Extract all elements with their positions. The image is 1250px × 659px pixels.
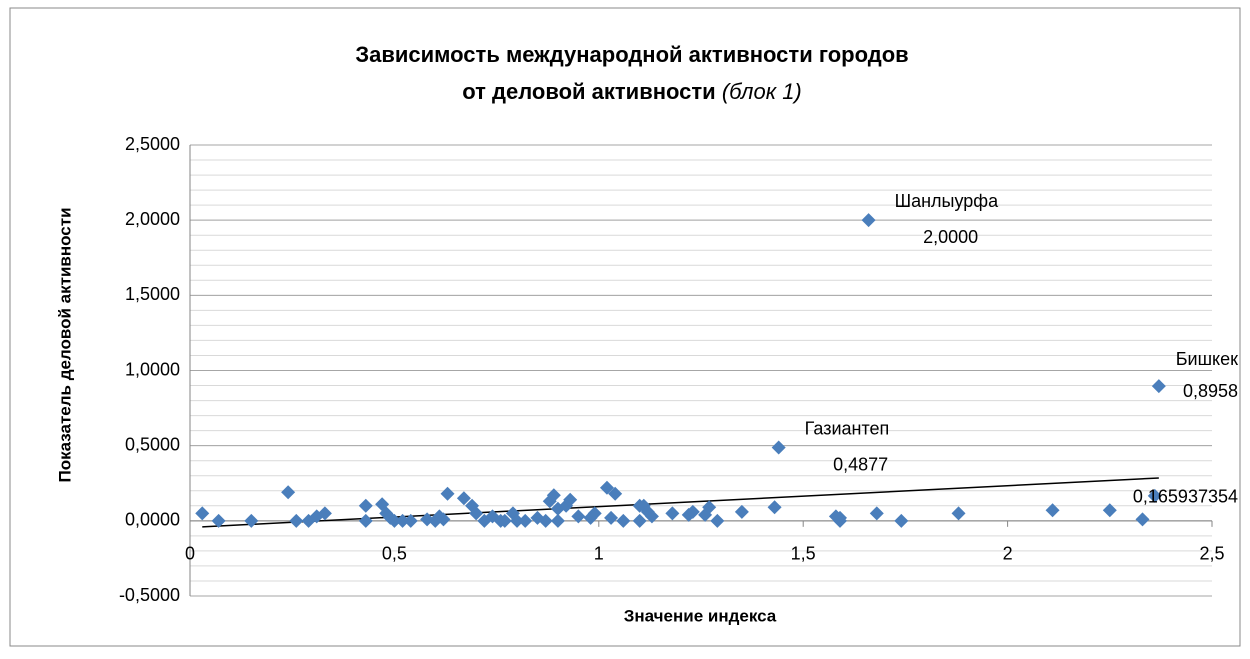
point <box>710 513 725 528</box>
point <box>563 492 578 507</box>
point <box>861 213 876 228</box>
point <box>387 513 402 528</box>
point <box>571 509 586 524</box>
point <box>497 513 512 528</box>
point <box>951 506 966 521</box>
x-tick-label: 2,5 <box>1199 544 1224 564</box>
chart-title-line2: от деловой активности (блок 1) <box>462 79 802 104</box>
point-name: Бишкек <box>1176 349 1238 369</box>
y-tick-label: -0,5000 <box>119 585 180 605</box>
y-tick-label: 0,0000 <box>125 510 180 530</box>
y-tick-label: 2,0000 <box>125 209 180 229</box>
point <box>281 485 296 500</box>
point-name: Газиантеп <box>805 418 890 438</box>
point <box>1147 488 1162 503</box>
point <box>395 513 410 528</box>
point <box>832 510 847 525</box>
point <box>604 510 619 525</box>
point <box>211 513 226 528</box>
y-tick-label: 1,0000 <box>125 359 180 379</box>
point <box>632 513 647 528</box>
point <box>317 506 332 521</box>
point <box>894 513 909 528</box>
point <box>1151 379 1166 394</box>
chart-title: Зависимость международной активности гор… <box>355 42 908 67</box>
point <box>869 506 884 521</box>
y-tick-label: 0,5000 <box>125 434 180 454</box>
point <box>510 513 525 528</box>
x-tick-label: 0 <box>185 544 195 564</box>
point <box>608 486 623 501</box>
point <box>546 488 561 503</box>
point <box>665 506 680 521</box>
point <box>518 513 533 528</box>
point <box>702 500 717 515</box>
point <box>587 506 602 521</box>
x-tick-label: 1 <box>594 544 604 564</box>
point <box>685 504 700 519</box>
x-tick-label: 1,5 <box>791 544 816 564</box>
value-label: 2,0000 <box>923 227 978 247</box>
point <box>358 498 373 513</box>
chart-border <box>9 7 1241 647</box>
y-tick-label: 1,5000 <box>125 284 180 304</box>
point <box>436 512 451 527</box>
chart-title-note: (блок 1) <box>722 79 802 104</box>
point <box>1045 503 1060 518</box>
x-tick-label: 2 <box>1003 544 1013 564</box>
y-axis-title: Показатель деловой активности <box>55 207 74 482</box>
point <box>358 513 373 528</box>
point <box>734 504 749 519</box>
point <box>771 440 786 455</box>
point <box>640 504 655 519</box>
value-label: 0,165937354 <box>1133 487 1238 507</box>
point <box>550 513 565 528</box>
point <box>599 480 614 495</box>
point-name: Шанлыурфа <box>895 191 1000 211</box>
x-tick-label: 0,5 <box>382 544 407 564</box>
point <box>195 506 210 521</box>
chart-title: от деловой активности <box>462 79 715 104</box>
point <box>767 500 782 515</box>
point <box>403 513 418 528</box>
point <box>456 491 471 506</box>
point <box>309 509 324 524</box>
point <box>1135 512 1150 527</box>
y-tick-label: 2,5000 <box>125 134 180 154</box>
point <box>616 513 631 528</box>
point <box>644 509 659 524</box>
point <box>538 513 553 528</box>
point <box>289 513 304 528</box>
value-label: 0,8958 <box>1183 381 1238 401</box>
value-label: 0,4877 <box>833 454 888 474</box>
point <box>440 486 455 501</box>
x-axis-title: Значение индекса <box>624 606 777 625</box>
point <box>1102 503 1117 518</box>
point <box>244 513 259 528</box>
point <box>469 506 484 521</box>
